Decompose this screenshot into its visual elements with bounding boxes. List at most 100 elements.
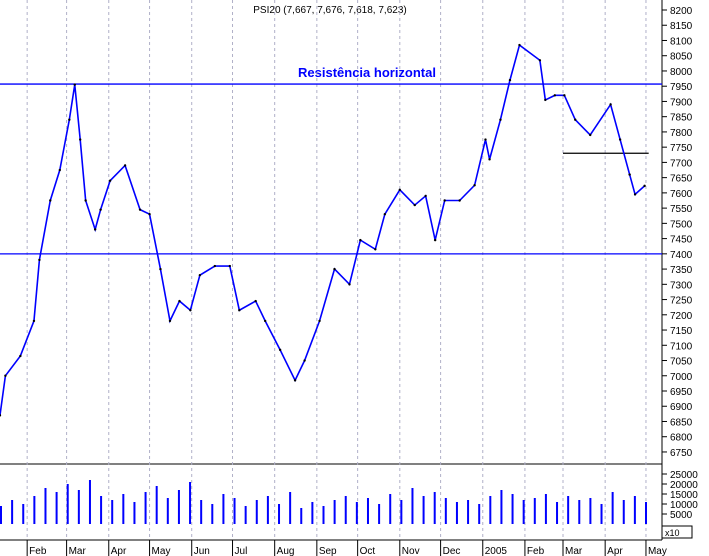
x-tick-label: Apr (111, 546, 127, 556)
y-tick-label: 6850 (670, 417, 693, 428)
y-tick-label: 8000 (670, 67, 693, 78)
volume-bar (522, 500, 525, 524)
volume-bar (77, 490, 80, 524)
x-tick-label: Feb (527, 546, 545, 556)
volume-bar (66, 484, 69, 524)
x-tick-label: Oct (360, 546, 376, 556)
price-point (383, 213, 387, 216)
volume-bar (389, 494, 392, 524)
y-tick-label: 7950 (670, 82, 693, 93)
volume-bar (166, 498, 169, 524)
volume-bar (378, 504, 381, 524)
x-tick-label: Mar (69, 546, 87, 556)
y-tick-label: 7850 (670, 113, 693, 124)
volume-bar (289, 492, 292, 524)
x-tick-label: Apr (607, 546, 623, 556)
price-point (473, 184, 476, 187)
price-point (398, 188, 401, 192)
x-tick-label: May (648, 546, 667, 556)
price-point (58, 168, 61, 172)
volume-bar (144, 492, 147, 524)
y-tick-label: 7700 (670, 158, 693, 169)
volume-bar (177, 490, 180, 524)
volume-bar (55, 492, 58, 524)
volume-bar (278, 504, 281, 524)
volume-tick-label: 5000 (670, 510, 693, 521)
volume-bar (578, 500, 581, 524)
volume-bar (567, 496, 570, 524)
volume-bar (645, 502, 647, 524)
volume-bar (200, 500, 203, 524)
volume-bar (266, 496, 269, 524)
price-point (633, 193, 637, 196)
y-tick-label: 7550 (670, 204, 693, 215)
price-point (518, 43, 521, 47)
volume-bar (11, 500, 14, 524)
volume-bar (189, 482, 192, 524)
price-point (19, 354, 22, 358)
y-tick-label: 7250 (670, 296, 693, 307)
volume-bar (333, 500, 336, 524)
y-tick-label: 7600 (670, 189, 693, 200)
volume-bar (600, 504, 603, 524)
chart-title: PSI20 (7,667, 7,676, 7,618, 7,623) (253, 5, 406, 16)
volume-bar (489, 496, 492, 524)
y-tick-label: 7750 (670, 143, 693, 154)
x-tick-label: May (152, 546, 171, 556)
volume-tick-label: 15000 (670, 490, 698, 501)
price-point (293, 379, 297, 382)
y-tick-label: 6800 (670, 433, 693, 444)
y-tick-label: 7050 (670, 357, 693, 368)
volume-bar (533, 498, 536, 524)
price-point (628, 173, 631, 176)
price-point (68, 118, 71, 121)
volume-bar (422, 496, 425, 524)
volume-bar (433, 492, 436, 524)
y-tick-label: 7300 (670, 280, 693, 291)
price-point (643, 184, 646, 188)
volume-bar (478, 504, 481, 524)
price-point (318, 319, 321, 323)
y-tick-label: 6950 (670, 387, 693, 398)
volume-bar (344, 496, 347, 524)
price-point (73, 83, 76, 86)
volume-bar (511, 494, 514, 524)
price-point (159, 267, 162, 271)
price-point (303, 359, 306, 362)
price-point (484, 138, 487, 141)
y-tick-label: 7400 (670, 250, 693, 261)
y-tick-label: 6900 (670, 402, 693, 413)
price-point (79, 138, 82, 141)
volume-bar (22, 504, 25, 524)
y-tick-label: 7000 (670, 372, 693, 383)
x-tick-label: Jun (194, 546, 210, 556)
price-point (618, 138, 622, 141)
volume-bar (556, 502, 559, 524)
price-point (178, 299, 181, 303)
price-point (609, 103, 612, 106)
volume-bar (411, 488, 414, 524)
volume-bar (589, 498, 592, 524)
x-tick-label: 2005 (485, 546, 508, 556)
volume-bar (455, 502, 458, 524)
volume-bar (322, 506, 325, 524)
price-point (99, 208, 102, 211)
volume-bar (111, 500, 114, 524)
price-point (499, 118, 502, 121)
volume-bar (211, 504, 214, 524)
volume-tick-label: 25000 (670, 470, 698, 481)
x-tick-label: Feb (29, 546, 47, 556)
y-tick-label: 7500 (670, 219, 693, 230)
price-point (433, 238, 437, 242)
volume-tick-label: 20000 (670, 480, 698, 491)
y-tick-label: 7900 (670, 97, 693, 108)
price-point (589, 133, 592, 137)
volume-bar (122, 494, 125, 524)
volume-bar (244, 506, 247, 524)
volume-bar (633, 496, 636, 524)
price-point (443, 199, 446, 202)
price-point (38, 258, 41, 262)
price-point (278, 348, 282, 352)
